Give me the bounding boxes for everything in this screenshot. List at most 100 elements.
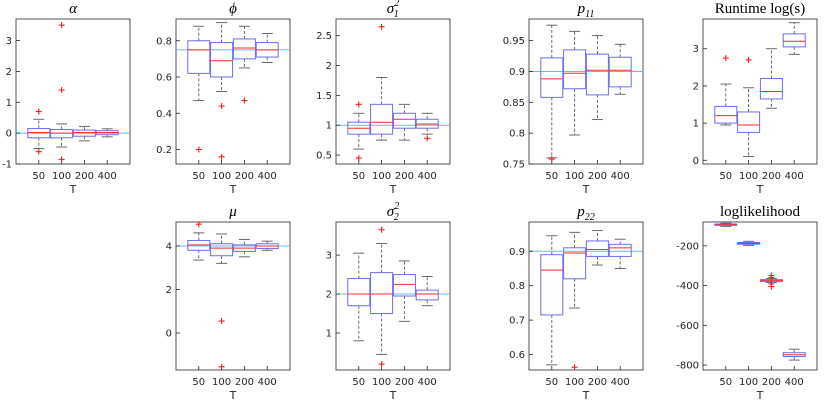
chart-sigma2-iqr-box (392, 274, 416, 297)
chart-sigma2-xtick-label: 50 (352, 377, 365, 388)
chart-sigma1-box-400 (415, 112, 439, 142)
chart-loglik-xtick-label: 200 (762, 377, 781, 388)
chart-sigma2: 1 2 3 50 100 200 400 Tσ2 2 (326, 201, 451, 400)
chart-runtime-box-400 (782, 22, 806, 55)
chart-loglik-outlier (768, 283, 775, 290)
chart-p22-ytick-label: 0.7 (509, 316, 525, 327)
chart-mu-outlier (218, 363, 225, 370)
chart-sigma1-axes (335, 18, 451, 165)
chart-runtime-iqr-box (782, 33, 806, 48)
chart-runtime-outlier (745, 56, 752, 63)
chart-runtime-box-200 (759, 48, 783, 109)
chart-sigma1-outlier (378, 23, 385, 30)
chart-runtime-iqr-box (714, 105, 738, 124)
chart-p11-outlier (548, 156, 555, 163)
chart-alpha-iqr-box (27, 128, 51, 139)
chart-runtime-ytick-label: 2 (693, 81, 699, 92)
chart-sigma1-ytick-label: 2 (326, 61, 332, 72)
chart-alpha-xlabel: T (69, 183, 77, 196)
chart-phi-axes (175, 18, 291, 165)
chart-phi-box-200 (232, 25, 256, 104)
chart-p22-iqr-box (563, 247, 587, 280)
chart-p22-title: p22 (576, 204, 595, 223)
chart-p22-xtick-label: 400 (611, 377, 630, 388)
chart-sigma1-xlabel: T (389, 183, 397, 196)
chart-loglik-box-50 (714, 222, 738, 227)
chart-mu-xlabel: T (229, 389, 237, 400)
chart-p22-iqr-box (540, 254, 564, 316)
chart-sigma2-ytick-label: 3 (326, 251, 332, 262)
chart-p22-ytick-label: 0.9 (509, 247, 525, 258)
chart-phi-title: ϕ (229, 1, 237, 17)
chart-phi-xtick-label: 50 (192, 171, 205, 182)
chart-mu-box-400 (255, 240, 279, 251)
chart-sigma2-box-200 (392, 260, 416, 322)
chart-loglik-axes (702, 221, 818, 371)
chart-loglik-outlier (768, 274, 775, 281)
chart-alpha-ytick-label: -1 (2, 160, 12, 171)
chart-alpha-box-200 (72, 125, 96, 142)
chart-mu-xtick-label: 100 (212, 377, 231, 388)
chart-sigma1-box-200 (392, 103, 416, 141)
chart-sigma1-xtick-label: 200 (395, 171, 414, 182)
chart-runtime-box-100 (737, 56, 761, 158)
chart-sigma1-outlier (355, 155, 362, 162)
chart-sigma2-iqr-box (415, 289, 439, 301)
chart-sigma1-xtick-label: 400 (418, 171, 437, 182)
chart-mu-iqr-box (210, 243, 234, 257)
chart-mu-box-100 (210, 233, 234, 370)
chart-mu-box-200 (232, 238, 256, 258)
chart-phi-ytick-label: 0.6 (156, 73, 172, 84)
chart-runtime-iqr-box (759, 77, 783, 100)
chart-p11-axes (528, 18, 644, 165)
chart-sigma1-xtick-label: 50 (352, 171, 365, 182)
chart-runtime-axes (702, 18, 818, 165)
chart-mu-xtick-label: 200 (235, 377, 254, 388)
chart-sigma2-xtick-label: 200 (395, 377, 414, 388)
chart-phi-xtick-label: 200 (235, 171, 254, 182)
chart-sigma2-ytick-label: 1 (326, 329, 332, 340)
chart-p11-ytick-label: 0.8 (509, 129, 525, 140)
chart-sigma1: 0.5 1 1.5 2 2.5 50 100 200 400 Tσ2 1 (316, 0, 451, 196)
chart-mu-title: μ (228, 204, 237, 220)
chart-alpha-box-50 (27, 108, 51, 155)
chart-p11-ytick-label: 0.9 (509, 67, 525, 78)
chart-p22-iqr-box (608, 243, 632, 257)
chart-loglik: -800 -600 -400 -200 50 100 200 400 Tloglikelihoo… (676, 204, 818, 400)
chart-sigma2-box-100 (370, 226, 394, 368)
chart-p11-iqr-box (540, 57, 564, 98)
chart-phi-ytick-label: 0.8 (156, 36, 172, 47)
chart-sigma1-outlier (355, 101, 362, 108)
chart-sigma1-iqr-box (392, 112, 416, 129)
chart-p22-xtick-label: 100 (565, 377, 584, 388)
chart-phi-box-400 (255, 33, 279, 63)
chart-alpha-xtick-label: 100 (52, 171, 71, 182)
chart-alpha-outlier (58, 86, 65, 93)
chart-phi-outlier (195, 146, 202, 153)
chart-loglik-xtick-label: 400 (785, 377, 804, 388)
chart-loglik-box-100 (737, 240, 761, 246)
chart-alpha-outlier (58, 22, 65, 29)
chart-loglik-xlabel: T (756, 389, 764, 400)
chart-p11-xtick-label: 200 (588, 171, 607, 182)
chart-sigma2-title: σ2 2 (387, 201, 399, 223)
chart-phi-outlier (218, 153, 225, 160)
chart-alpha-xtick-label: 50 (32, 171, 45, 182)
chart-loglik-xtick-label: 50 (719, 377, 732, 388)
chart-mu-axes (175, 221, 291, 371)
chart-p22-box-200 (585, 230, 609, 266)
chart-phi-iqr-box (210, 42, 234, 78)
chart-sigma1-iqr-box (370, 103, 394, 135)
chart-alpha-outlier (35, 148, 42, 155)
chart-p22-ytick-label: 0.8 (509, 281, 525, 292)
chart-alpha-ytick-label: 0 (6, 129, 12, 140)
chart-runtime-xlabel: T (756, 183, 764, 196)
chart-sigma2-xlabel: T (389, 389, 397, 400)
chart-runtime-iqr-box (737, 111, 761, 133)
chart-p22-xtick-label: 200 (588, 377, 607, 388)
chart-runtime-box-50 (714, 55, 738, 126)
chart-p11-xtick-label: 400 (611, 171, 630, 182)
chart-sigma2-axes (335, 221, 451, 371)
chart-p22-ytick-label: 0.6 (509, 350, 525, 361)
